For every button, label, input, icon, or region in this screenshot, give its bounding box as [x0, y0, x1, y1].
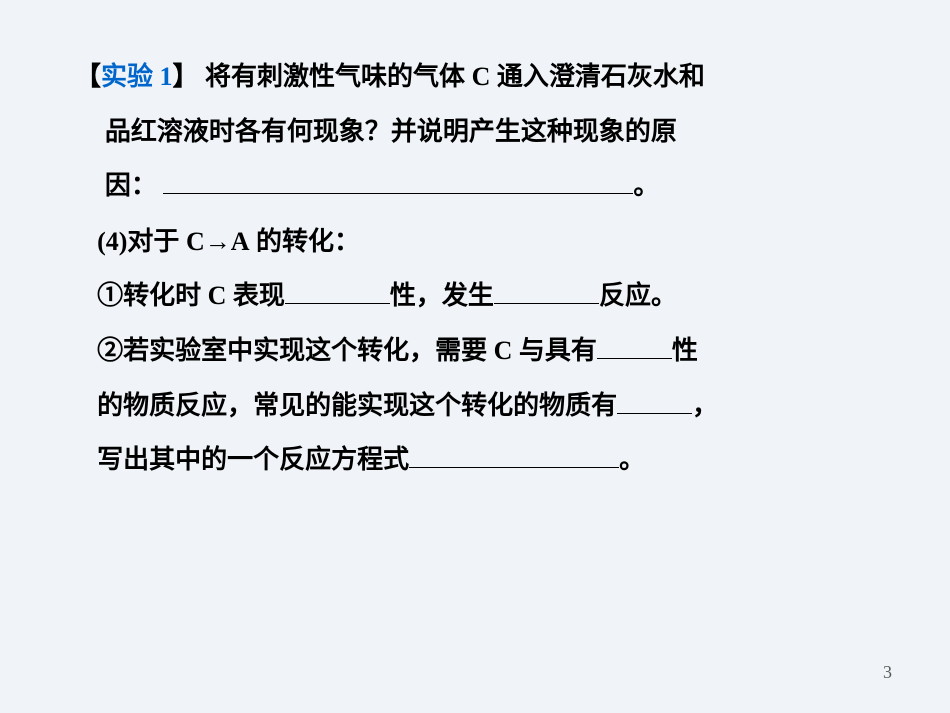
section4-c: C — [186, 227, 205, 256]
item2-l3-text1: 写出其中的一个反应方程式 — [97, 445, 409, 474]
section4-a: A — [231, 227, 250, 256]
item2-l1-text1: 若实验室中实现这个转化，需要 — [123, 336, 494, 365]
item2-l2-text2: ， — [692, 391, 718, 420]
item1-line: ①转化时 C 表现 性，发生 反应。 — [75, 269, 875, 324]
item1-number: ① — [97, 281, 123, 310]
section4-line: (4)对于 C→A 的转化： — [75, 214, 875, 270]
experiment-label: 实验 1 — [101, 62, 173, 91]
exp-line3-suffix: 。 — [633, 171, 659, 200]
blank-equation — [409, 445, 619, 468]
item1-text3: 性，发生 — [390, 281, 494, 310]
item2-line1: ②若实验室中实现这个转化，需要 C 与具有 性 — [75, 324, 875, 379]
exp-line3-prefix: 因： — [105, 171, 157, 200]
item2-number: ② — [97, 336, 123, 365]
item1-text2: 表现 — [226, 281, 285, 310]
exp-text1: 将有刺激性气味的气体 — [199, 62, 472, 91]
blank-reason — [163, 171, 633, 194]
section4-text1: 对于 — [127, 227, 186, 256]
item1-text4: 反应。 — [599, 281, 677, 310]
exp-line2-text: 品红溶液时各有何现象？并说明产生这种现象的原 — [105, 117, 677, 146]
bracket-close: 】 — [173, 62, 199, 91]
blank-substance — [617, 390, 692, 413]
item2-line2: 的物质反应，常见的能实现这个转化的物质有 ， — [75, 379, 875, 434]
experiment-line3: 因： 。 — [75, 159, 875, 214]
experiment-line1: 【实验 1】 将有刺激性气味的气体 C 通入澄清石灰水和 — [75, 50, 875, 105]
experiment-line2: 品红溶液时各有何现象？并说明产生这种现象的原 — [75, 105, 875, 160]
item2-l3-text2: 。 — [619, 445, 645, 474]
item2-l1-text2: 与具有 — [512, 336, 597, 365]
item1-text1: 转化时 — [123, 281, 208, 310]
page-number: 3 — [883, 662, 892, 683]
gas-c: C — [472, 62, 491, 91]
item2-l1-text3: 性 — [672, 336, 698, 365]
blank-property2 — [597, 336, 672, 359]
section4-number: (4) — [97, 227, 127, 256]
section4-arrow: → — [205, 226, 231, 256]
section4-text2: 的转化： — [250, 227, 361, 256]
item1-c: C — [208, 281, 227, 310]
bracket-open: 【 — [75, 62, 101, 91]
exp-text2: 通入澄清石灰水和 — [490, 62, 705, 91]
blank-property1 — [285, 281, 390, 304]
item2-l2-text1: 的物质反应，常见的能实现这个转化的物质有 — [97, 391, 617, 420]
item2-line3: 写出其中的一个反应方程式 。 — [75, 433, 875, 488]
item2-c: C — [494, 336, 513, 365]
slide-content: 【实验 1】 将有刺激性气味的气体 C 通入澄清石灰水和 品红溶液时各有何现象？… — [75, 50, 875, 488]
blank-reaction — [494, 281, 599, 304]
